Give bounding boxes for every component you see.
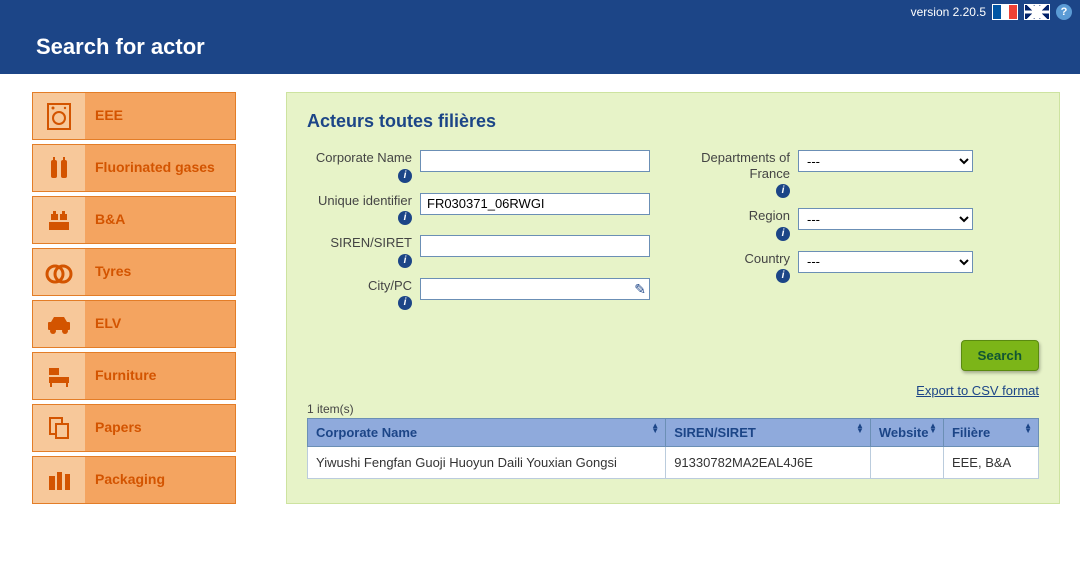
cell-filiere: EEE, B&A [943,447,1038,479]
sidebar-item-packaging[interactable]: Packaging [32,456,236,504]
sidebar-item-label: B&A [85,197,235,243]
sidebar-item-label: Furniture [85,353,235,399]
city-pc-input[interactable] [420,278,650,300]
cell-corporate-name: Yiwushi Fengfan Guoji Huoyun Daili Youxi… [308,447,666,479]
unique-identifier-input[interactable] [420,193,650,215]
export-csv-link[interactable]: Export to CSV format [916,383,1039,398]
siren-siret-input[interactable] [420,235,650,257]
unique-identifier-label: Unique identifier [318,193,412,208]
sidebar-item-papers[interactable]: Papers [32,404,236,452]
info-icon[interactable]: i [776,269,790,283]
info-icon[interactable]: i [776,227,790,241]
country-select[interactable]: --- [798,251,973,273]
info-icon[interactable]: i [398,169,412,183]
sidebar-item-label: Tyres [85,249,235,295]
panel-heading: Acteurs toutes filières [307,111,1039,132]
sidebar-item-label: Fluorinated gases [85,145,235,191]
tyre-icon [33,249,85,295]
packaging-icon [33,457,85,503]
car-icon [33,301,85,347]
sidebar-item-label: Papers [85,405,235,451]
sidebar-item-eee[interactable]: EEE [32,92,236,140]
sidebar-item-tyres[interactable]: Tyres [32,248,236,296]
departments-label: Departments of France [701,150,790,181]
page-title: Search for actor [0,24,1080,74]
cell-website [870,447,943,479]
info-icon[interactable]: i [776,184,790,198]
sidebar-item-label: EEE [85,93,235,139]
sidebar-item-fluorinated-gases[interactable]: Fluorinated gases [32,144,236,192]
battery-icon [33,197,85,243]
info-icon[interactable]: i [398,211,412,225]
furniture-icon [33,353,85,399]
sidebar-item-elv[interactable]: ELV [32,300,236,348]
corporate-name-input[interactable] [420,150,650,172]
info-icon[interactable]: i [398,254,412,268]
papers-icon [33,405,85,451]
corporate-name-label: Corporate Name [316,150,412,165]
results-table: Corporate Name ▲▼ SIREN/SIRET ▲▼ Website… [307,418,1039,479]
pencil-icon[interactable]: ✎ [634,281,646,298]
sort-icon: ▲▼ [651,423,659,433]
gas-cylinders-icon [33,145,85,191]
top-bar: version 2.20.5 ? [0,0,1080,24]
region-select[interactable]: --- [798,208,973,230]
sort-icon: ▲▼ [929,423,937,433]
sidebar: EEE Fluorinated gases B&A Tyres ELV [32,92,236,504]
result-count: 1 item(s) [307,402,1039,416]
siren-siret-label: SIREN/SIRET [330,235,412,250]
sort-icon: ▲▼ [856,423,864,433]
sort-icon: ▲▼ [1024,423,1032,433]
sidebar-item-furniture[interactable]: Furniture [32,352,236,400]
flag-fr-icon[interactable] [992,4,1018,20]
cell-siren-siret: 91330782MA2EAL4J6E [666,447,871,479]
help-icon[interactable]: ? [1056,4,1072,20]
sidebar-item-label: ELV [85,301,235,347]
main-panel: Acteurs toutes filières Corporate Name i… [286,92,1060,504]
city-pc-label: City/PC [368,278,412,293]
washing-machine-icon [33,93,85,139]
country-label: Country [744,251,790,266]
col-corporate-name[interactable]: Corporate Name ▲▼ [308,419,666,447]
region-label: Region [749,208,790,223]
version-label: version 2.20.5 [911,5,986,19]
search-button[interactable]: Search [961,340,1039,371]
col-filiere[interactable]: Filière ▲▼ [943,419,1038,447]
table-row[interactable]: Yiwushi Fengfan Guoji Huoyun Daili Youxi… [308,447,1039,479]
sidebar-item-ba[interactable]: B&A [32,196,236,244]
col-siren-siret[interactable]: SIREN/SIRET ▲▼ [666,419,871,447]
flag-uk-icon[interactable] [1024,4,1050,20]
info-icon[interactable]: i [398,296,412,310]
col-website[interactable]: Website ▲▼ [870,419,943,447]
departments-select[interactable]: --- [798,150,973,172]
sidebar-item-label: Packaging [85,457,235,503]
